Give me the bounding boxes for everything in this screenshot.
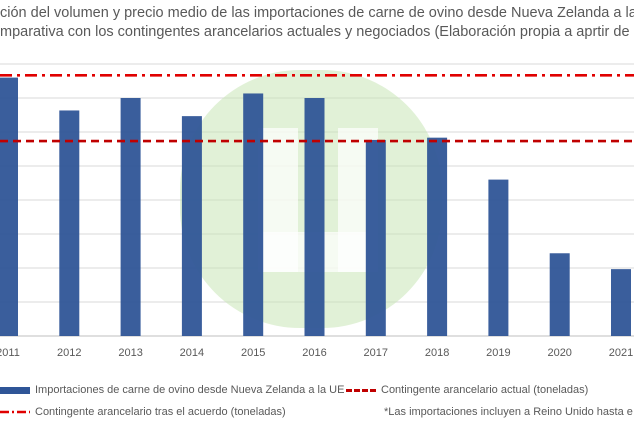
x-tick-label-2014: 2014	[180, 347, 204, 359]
bar-2015	[243, 93, 264, 336]
bar-2016	[304, 98, 325, 336]
legend-item-imports: Importaciones de carne de ovino desde Nu…	[0, 382, 344, 398]
legend-note: *Las importaciones incluyen a Reino Unid…	[384, 404, 633, 420]
bar-2019	[488, 179, 509, 336]
bar-2017	[365, 139, 386, 336]
bar-2014	[181, 116, 202, 336]
x-tick-label-2015: 2015	[241, 347, 265, 359]
title-line-1: ción del volumen y precio medio de las i…	[0, 5, 634, 21]
bar-2021	[611, 269, 631, 336]
bar-2018	[427, 137, 448, 336]
legend-swatch-current-quota	[346, 388, 376, 392]
legend: Importaciones de carne de ovino desde Nu…	[0, 378, 634, 428]
chart-plot: 2011 2012 2013 2014 2015 2016 2017 2018 2019 2020…	[0, 63, 634, 359]
bar-2012	[59, 110, 80, 336]
x-axis-labels: 2011 2012 2013 2014 2015 2016 2017 2018 2019 2020…	[0, 347, 633, 359]
bar-2013	[120, 98, 141, 336]
x-tick-label-2013: 2013	[118, 347, 142, 359]
legend-swatch-new-quota	[0, 410, 30, 414]
x-tick-label-2019: 2019	[486, 347, 510, 359]
bars	[0, 77, 631, 336]
chart-title: ción del volumen y precio medio de las i…	[0, 4, 634, 44]
quota-lines	[0, 74, 634, 143]
x-tick-label-2020: 2020	[547, 347, 571, 359]
x-tick-label-2016: 2016	[302, 347, 326, 359]
legend-item-new-quota: Contingente arancelario tras el acuerdo …	[0, 404, 286, 420]
x-tick-label-2017: 2017	[364, 347, 388, 359]
legend-note-text: *Las importaciones incluyen a Reino Unid…	[384, 406, 633, 418]
legend-item-current-quota: Contingente arancelario actual (tonelada…	[346, 382, 588, 398]
bar-2011	[0, 77, 18, 336]
x-tick-label-2021: 2021	[609, 347, 633, 359]
x-tick-label-2018: 2018	[425, 347, 449, 359]
x-tick-label-2011: 2011	[0, 347, 20, 359]
legend-label-current-quota: Contingente arancelario actual (tonelada…	[381, 384, 589, 396]
title-line-2: mparativa con los contingentes arancelar…	[0, 24, 634, 40]
legend-swatch-imports	[0, 386, 30, 394]
bar-2020	[549, 253, 570, 336]
x-tick-label-2012: 2012	[57, 347, 81, 359]
legend-label-imports: Importaciones de carne de ovino desde Nu…	[35, 384, 345, 396]
legend-label-new-quota: Contingente arancelario tras el acuerdo …	[35, 406, 286, 418]
